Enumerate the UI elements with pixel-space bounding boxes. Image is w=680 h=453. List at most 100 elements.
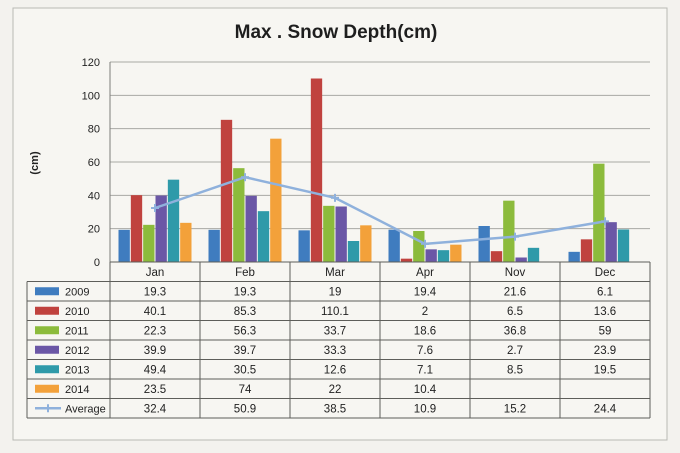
bar-2011-jan <box>143 224 155 262</box>
bar-2013-nov <box>527 247 540 262</box>
legend-key-2010 <box>35 306 59 315</box>
legend-label-2014: 2014 <box>65 384 89 396</box>
data-label-2011-dec: 59 <box>599 325 612 337</box>
data-label-2011-jan: 22.3 <box>144 325 166 337</box>
data-label-2013-feb: 30.5 <box>234 364 256 376</box>
bar-2012-apr <box>425 249 437 262</box>
data-table: Jan Feb Mar Apr Nov Dec 2009 19.3 19.3 19 19.4 21.6… <box>26 261 651 419</box>
y-tick-label-120: 120 <box>82 57 100 69</box>
data-label-2012-mar: 33.3 <box>324 345 346 357</box>
legend-label-2009: 2009 <box>65 286 89 298</box>
legend-label-2011: 2011 <box>65 325 89 337</box>
bar-2011-nov <box>503 200 515 262</box>
legend-key-2011 <box>35 326 59 335</box>
data-label-2010-mar: 110.1 <box>321 306 349 318</box>
data-label-2014-jan: 23.5 <box>144 384 166 396</box>
data-label-2013-dec: 19.5 <box>594 364 616 376</box>
bar-2013-mar <box>347 241 360 262</box>
bar-2013-apr <box>437 250 450 262</box>
x-tick-label-nov: Nov <box>505 267 526 279</box>
bar-2009-mar <box>298 230 310 262</box>
average-line-group <box>151 173 609 248</box>
bar-2011-feb <box>233 168 245 262</box>
legend-label-2012: 2012 <box>65 345 89 357</box>
data-label-average-dec: 24.4 <box>594 403 617 415</box>
y-tick-label-80: 80 <box>88 124 100 136</box>
bar-2012-dec <box>605 222 617 262</box>
legend-label-average: Average <box>65 403 106 415</box>
data-label-2009-feb: 19.3 <box>234 286 256 298</box>
data-label-2011-feb: 56.3 <box>234 325 256 337</box>
data-label-2011-mar: 33.7 <box>324 325 346 337</box>
data-label-2013-nov: 8.5 <box>507 364 523 376</box>
data-label-2009-jan: 19.3 <box>144 286 166 298</box>
bar-2010-apr <box>400 258 413 262</box>
data-label-2009-nov: 21.6 <box>504 286 526 298</box>
data-label-2010-feb: 85.3 <box>234 306 256 318</box>
data-label-2009-apr: 19.4 <box>414 286 437 298</box>
bar-2011-mar <box>323 205 335 262</box>
data-label-2011-apr: 18.6 <box>414 325 436 337</box>
legend-key-2012 <box>35 345 59 354</box>
y-tick-label-60: 60 <box>88 157 100 169</box>
x-tick-label-jan: Jan <box>146 267 165 279</box>
average-line <box>154 175 606 246</box>
legend-key-2014 <box>35 384 59 393</box>
legend-label-2013: 2013 <box>65 364 89 376</box>
data-label-average-apr: 10.9 <box>414 403 436 415</box>
bar-2011-dec <box>593 163 605 262</box>
data-label-average-nov: 15.2 <box>504 403 526 415</box>
y-tick-label-0: 0 <box>94 257 100 269</box>
bar-2010-feb <box>220 119 233 262</box>
data-label-2012-feb: 39.7 <box>234 345 256 357</box>
y-axis-label: (cm) <box>29 151 41 175</box>
y-tick-label-40: 40 <box>88 190 100 202</box>
bar-2014-feb <box>270 138 282 262</box>
data-label-2009-dec: 6.1 <box>597 286 613 298</box>
bar-2013-dec <box>617 229 630 262</box>
data-label-average-feb: 50.9 <box>234 403 256 415</box>
bar-2009-dec <box>568 251 580 262</box>
bar-2010-nov <box>490 251 503 262</box>
data-label-2013-apr: 7.1 <box>417 364 433 376</box>
bar-2012-mar <box>335 206 347 262</box>
bar-2013-jan <box>167 179 180 262</box>
x-tick-label-apr: Apr <box>416 267 434 279</box>
bar-2012-nov <box>515 257 527 262</box>
data-label-2012-apr: 7.6 <box>417 345 433 357</box>
bar-2014-jan <box>180 222 192 262</box>
x-tick-label-feb: Feb <box>235 267 255 279</box>
data-label-2009-mar: 19 <box>329 286 342 298</box>
legend-key-2013 <box>35 365 59 374</box>
data-label-average-mar: 38.5 <box>324 403 346 415</box>
legend-key-2009 <box>35 287 59 296</box>
x-tick-label-mar: Mar <box>325 267 345 279</box>
bars <box>118 78 630 262</box>
bar-2010-jan <box>130 195 143 262</box>
bar-2010-dec <box>580 239 593 262</box>
x-tick-label-dec: Dec <box>595 267 616 279</box>
bar-2009-feb <box>208 229 220 262</box>
legend-label-2010: 2010 <box>65 306 89 318</box>
data-label-2012-dec: 23.9 <box>594 345 616 357</box>
data-label-2012-nov: 2.7 <box>507 345 523 357</box>
axes: 0 20 40 60 80 100 120 <box>82 57 111 269</box>
bar-2014-mar <box>360 225 372 262</box>
chart-title: Max . Snow Depth(cm) <box>235 22 438 43</box>
data-label-2010-jan: 40.1 <box>144 306 166 318</box>
data-label-2010-dec: 13.6 <box>594 306 616 318</box>
data-label-2012-jan: 39.9 <box>144 345 166 357</box>
bar-2013-feb <box>257 211 270 262</box>
bar-2012-jan <box>155 195 167 262</box>
data-label-average-jan: 32.4 <box>144 403 167 415</box>
y-tick-label-20: 20 <box>88 224 100 236</box>
bar-2009-nov <box>478 226 490 262</box>
bar-2009-apr <box>388 229 400 262</box>
data-label-2014-apr: 10.4 <box>414 384 437 396</box>
bar-2012-feb <box>245 195 257 262</box>
bar-2009-jan <box>118 229 130 262</box>
data-label-2014-feb: 74 <box>239 384 252 396</box>
data-label-2013-mar: 12.6 <box>324 364 346 376</box>
data-label-2014-mar: 22 <box>329 384 342 396</box>
